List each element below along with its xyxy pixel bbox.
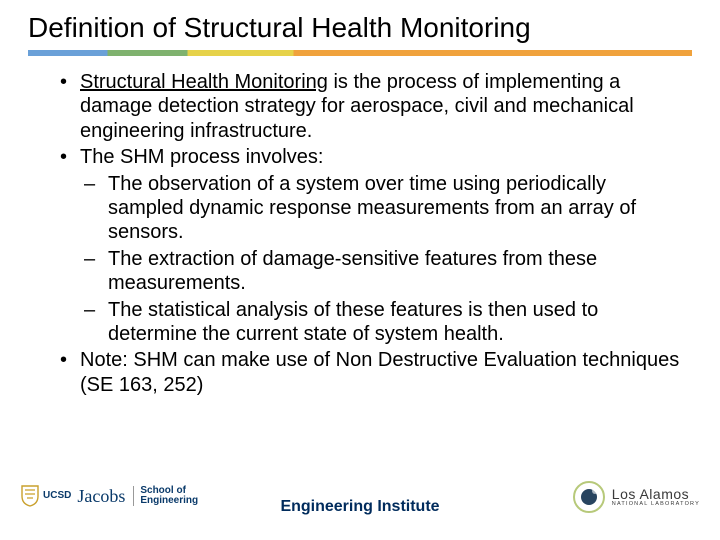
bullet-item: Note: SHM can make use of Non Destructiv…: [60, 348, 684, 397]
bullet-text: The SHM process involves:: [80, 146, 323, 168]
bullet-text: Note: SHM can make use of Non Destructiv…: [80, 349, 679, 395]
bullet-list: Structural Health Monitoring is the proc…: [60, 70, 684, 397]
los-alamos-text: Los Alamos NATIONAL LABORATORY: [612, 487, 700, 508]
slide: Definition of Structural Health Monitori…: [0, 0, 720, 540]
bullet-item: The SHM process involves: The observatio…: [60, 145, 684, 346]
bullet-item: Structural Health Monitoring is the proc…: [60, 70, 684, 143]
slide-footer: UCSD Jacobs School of Engineering Engine…: [0, 480, 720, 526]
title-rule: [28, 50, 692, 56]
sub-bullet-item: The extraction of damage-sensitive featu…: [80, 247, 684, 296]
underline-term: Structural Health Monitoring: [80, 71, 328, 93]
slide-content: Structural Health Monitoring is the proc…: [28, 70, 692, 397]
sub-bullet-item: The observation of a system over time us…: [80, 172, 684, 245]
sub-bullet-list: The observation of a system over time us…: [80, 172, 684, 347]
los-alamos-sub: NATIONAL LABORATORY: [612, 502, 700, 508]
sub-bullet-item: The statistical analysis of these featur…: [80, 298, 684, 347]
los-alamos-name: Los Alamos: [612, 487, 700, 501]
slide-title: Definition of Structural Health Monitori…: [28, 12, 692, 44]
logo-los-alamos: Los Alamos NATIONAL LABORATORY: [572, 480, 700, 514]
los-alamos-icon: [572, 480, 606, 514]
